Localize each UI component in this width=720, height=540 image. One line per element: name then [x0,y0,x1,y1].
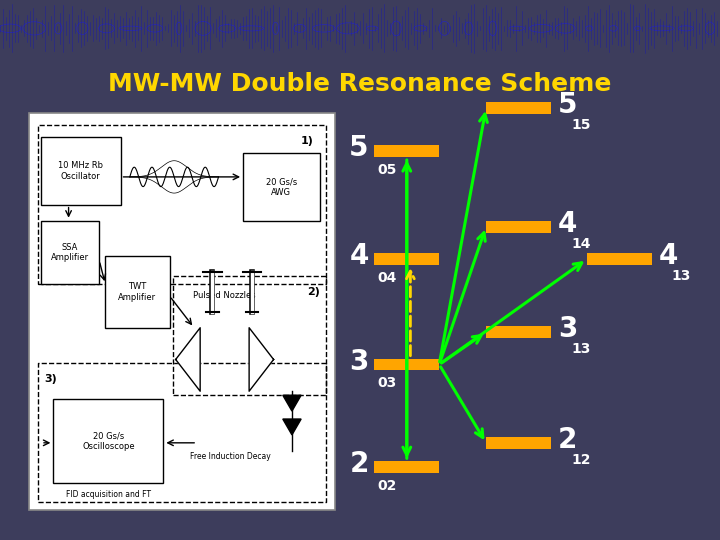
Text: 2: 2 [349,450,369,478]
Text: 02: 02 [377,479,397,493]
FancyBboxPatch shape [41,220,99,284]
Text: 20 Gs/s
Oscilloscope: 20 Gs/s Oscilloscope [82,431,135,450]
Text: 03: 03 [377,376,397,390]
Text: 12: 12 [571,453,590,467]
Text: 13: 13 [571,342,590,356]
Bar [486,102,551,114]
Text: 13: 13 [672,269,691,284]
Text: TWT
Amplifier: TWT Amplifier [118,282,156,302]
Text: 1): 1) [301,136,314,146]
Text: 4: 4 [349,242,369,271]
FancyBboxPatch shape [29,113,335,510]
Text: 20 Gs/s
AWG: 20 Gs/s AWG [266,177,297,197]
Text: 5: 5 [349,134,369,163]
Polygon shape [176,328,200,391]
Text: SSA
Amplifier: SSA Amplifier [51,242,89,262]
Bar [374,145,439,157]
Text: Pulsed Nozzles: Pulsed Nozzles [194,292,256,300]
Text: 14: 14 [571,237,590,251]
Bar [374,359,439,370]
Text: 4: 4 [659,242,678,271]
Polygon shape [283,395,301,411]
Bar [374,461,439,473]
Text: Free Induction Decay: Free Induction Decay [190,452,271,461]
Text: 4: 4 [558,210,577,238]
Text: 2: 2 [558,426,577,454]
Text: 04: 04 [377,271,397,285]
FancyBboxPatch shape [105,256,170,328]
Text: FID acquisition and FT: FID acquisition and FT [66,490,151,499]
FancyBboxPatch shape [243,153,320,220]
Text: 15: 15 [571,118,590,132]
FancyBboxPatch shape [53,399,163,483]
Bar [587,253,652,265]
Bar [486,437,551,449]
Text: 2): 2) [307,287,320,297]
Text: 3: 3 [558,315,577,343]
Text: 3): 3) [44,374,57,384]
Polygon shape [249,328,274,391]
Bar [486,326,551,338]
Text: 5: 5 [558,91,577,119]
FancyBboxPatch shape [41,137,121,205]
Text: 05: 05 [377,163,397,177]
Polygon shape [283,419,301,435]
Bar [374,253,439,265]
Text: 10 MHz Rb
Oscillator: 10 MHz Rb Oscillator [58,161,104,181]
Bar [486,221,551,233]
Text: 3: 3 [349,348,369,376]
Text: MW-MW Double Resonance Scheme: MW-MW Double Resonance Scheme [108,72,612,96]
